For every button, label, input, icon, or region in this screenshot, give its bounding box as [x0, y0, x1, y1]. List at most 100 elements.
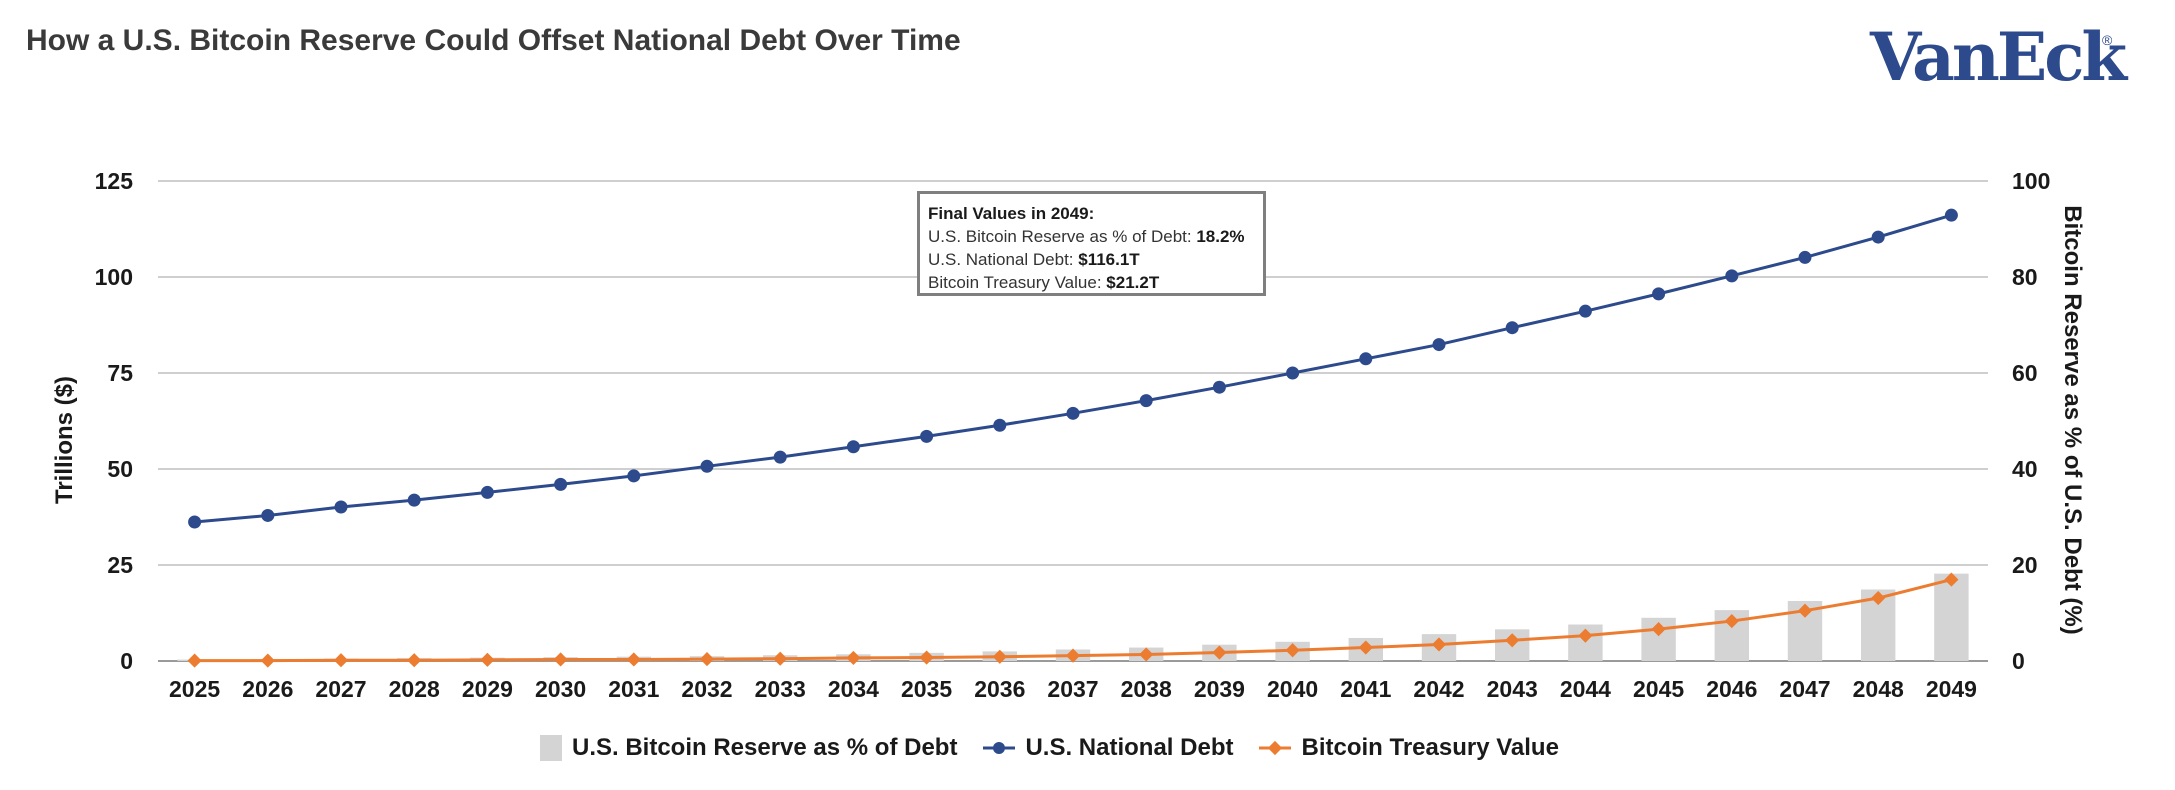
x-tick-label: 2045 [1633, 676, 1684, 702]
national-debt-point [1286, 366, 1300, 380]
final-values-annotation: Final Values in 2049: U.S. Bitcoin Reser… [917, 191, 1266, 296]
bar-series [177, 573, 1969, 661]
x-tick-label: 2048 [1853, 676, 1904, 702]
x-tick-label: 2025 [169, 676, 220, 702]
national-debt-point [1359, 352, 1373, 366]
registered-mark: ® [2102, 32, 2113, 48]
x-tick-label: 2037 [1047, 676, 1098, 702]
x-tick-label: 2030 [535, 676, 586, 702]
legend-bar-swatch [540, 735, 562, 761]
legend-item-debt: U.S. National Debt [983, 734, 1233, 762]
national-debt-point [700, 459, 714, 473]
legend-label-debt: U.S. National Debt [1025, 734, 1234, 761]
national-debt-point [1066, 406, 1080, 420]
bitcoin-treasury-point [1065, 648, 1081, 663]
x-tick-label: 2041 [1340, 676, 1391, 702]
national-debt-point [993, 418, 1007, 432]
bitcoin-treasury-point [260, 653, 275, 668]
bitcoin-treasury-point [773, 651, 788, 666]
national-debt-point [773, 450, 787, 464]
logo-wordmark: VanEck [1870, 18, 2127, 96]
national-debt-point [1652, 287, 1666, 301]
y-right-tick-label: 60 [2012, 360, 2038, 386]
national-debt-point [846, 440, 860, 454]
y-axis-right-title: Bitcoin Reserve as % of U.S. Debt (%) [2059, 205, 2086, 634]
bitcoin-treasury-point [1944, 572, 1959, 587]
annotation-heading: Final Values in 2049: [928, 204, 1095, 223]
x-tick-label: 2032 [681, 676, 732, 702]
x-tick-label: 2047 [1779, 676, 1830, 702]
bitcoin-treasury-point [480, 652, 495, 667]
legend-btc-swatch [1259, 740, 1292, 756]
x-tick-label: 2034 [828, 676, 879, 702]
bitcoin-treasury-point [333, 653, 349, 668]
annotation-reserve-label: U.S. Bitcoin Reserve as % of Debt: [928, 227, 1197, 246]
bitcoin-treasury-point [1431, 637, 1447, 652]
point-markers [187, 208, 1959, 668]
annotation-btc-label: Bitcoin Treasury Value: [928, 273, 1107, 292]
x-tick-label: 2033 [755, 676, 806, 702]
national-debt-point [1505, 321, 1519, 335]
national-debt-point [1725, 269, 1739, 283]
bitcoin-treasury-point [407, 653, 422, 668]
bitcoin-treasury-point [1505, 633, 1520, 648]
chart-legend: U.S. Bitcoin Reserve as % of Debt U.S. N… [540, 734, 1585, 762]
bitcoin-treasury-point [992, 649, 1007, 664]
bitcoin-treasury-point [919, 650, 934, 665]
national-debt-point [407, 493, 421, 507]
national-debt-point [1871, 230, 1885, 244]
national-debt-point [1432, 338, 1446, 352]
legend-item-reserve-pct: U.S. Bitcoin Reserve as % of Debt [540, 734, 957, 762]
x-tick-label: 2036 [974, 676, 1025, 702]
bitcoin-treasury-point [1212, 645, 1227, 660]
y-left-tick-label: 100 [95, 264, 133, 290]
national-debt-point [1212, 380, 1226, 394]
national-debt-point [627, 469, 641, 483]
y-left-tick-label: 75 [107, 360, 133, 386]
legend-debt-swatch [983, 742, 1016, 754]
bitcoin-treasury-point [1139, 647, 1154, 662]
bitcoin-treasury-point [1651, 622, 1666, 637]
national-debt-point [188, 515, 202, 529]
x-tick-label: 2026 [242, 676, 293, 702]
y-right-tick-label: 100 [2012, 168, 2050, 194]
x-tick-label: 2042 [1413, 676, 1464, 702]
y-left-tick-label: 50 [107, 456, 133, 482]
annotation-reserve-value: 18.2% [1196, 227, 1245, 246]
reserve-pct-bar [1934, 573, 1969, 661]
national-debt-point [261, 508, 275, 522]
annotation-debt-value: $116.1T [1078, 250, 1140, 269]
x-tick-label: 2038 [1121, 676, 1172, 702]
x-tick-label: 2027 [315, 676, 366, 702]
y-right-tick-label: 0 [2012, 648, 2025, 674]
y-left-tick-label: 125 [95, 168, 134, 194]
bitcoin-treasury-point [626, 652, 641, 667]
national-debt-point [1139, 394, 1153, 408]
x-tick-label: 2040 [1267, 676, 1318, 702]
bitcoin-treasury-point [1871, 590, 1886, 606]
x-tick-label: 2043 [1487, 676, 1538, 702]
bitcoin-treasury-point [1724, 613, 1739, 629]
annotation-btc-value: $21.2T [1106, 273, 1160, 292]
annotation-debt-label: U.S. National Debt: [928, 250, 1079, 269]
y-left-tick-label: 25 [107, 552, 133, 578]
legend-label-btc: Bitcoin Treasury Value [1301, 734, 1559, 761]
national-debt-point [554, 477, 568, 491]
x-tick-label: 2044 [1560, 676, 1611, 702]
x-tick-label: 2029 [462, 676, 513, 702]
national-debt-point [920, 429, 934, 443]
x-tick-label: 2035 [901, 676, 952, 702]
chart-title: How a U.S. Bitcoin Reserve Could Offset … [26, 24, 961, 57]
bitcoin-treasury-point [1797, 603, 1813, 618]
national-debt-point [480, 485, 494, 499]
bitcoin-treasury-point [699, 652, 715, 667]
bitcoin-treasury-point [1358, 640, 1373, 655]
legend-label-reserve-pct: U.S. Bitcoin Reserve as % of Debt [572, 734, 958, 761]
bitcoin-treasury-point [1578, 628, 1593, 643]
x-tick-label: 2046 [1706, 676, 1757, 702]
x-tick-label: 2049 [1926, 676, 1977, 702]
bitcoin-treasury-point [846, 650, 861, 665]
x-tick-label: 2028 [389, 676, 440, 702]
